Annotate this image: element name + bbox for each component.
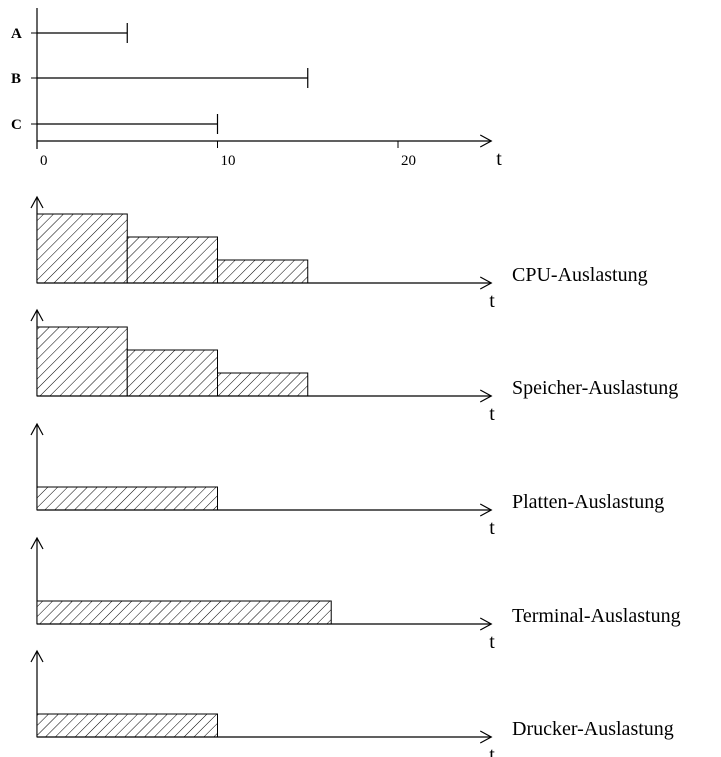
process-label: A <box>11 26 22 42</box>
usage-bar <box>36 486 218 511</box>
usage-x-label: t <box>489 631 495 653</box>
usage-x-label: t <box>489 290 495 312</box>
usage-y-arrow <box>30 195 44 209</box>
usage-bar <box>126 236 218 284</box>
timeline-x-tick-label: 0 <box>40 153 48 169</box>
usage-x-label: t <box>489 517 495 539</box>
usage-y-arrow <box>30 649 44 663</box>
process-label: C <box>11 117 22 133</box>
timeline-x-label: t <box>496 148 502 170</box>
usage-x-label: t <box>489 403 495 425</box>
usage-bar <box>126 349 218 397</box>
usage-x-arrow <box>479 389 493 403</box>
usage-title: Speicher-Auslastung <box>512 377 678 399</box>
usage-x-arrow <box>479 276 493 290</box>
timeline-x-tick-label: 20 <box>401 153 416 169</box>
usage-chart: t Terminal-Auslastung <box>30 536 681 653</box>
usage-y-arrow <box>30 422 44 436</box>
usage-y-arrow <box>30 308 44 322</box>
timeline-x-arrow <box>479 134 493 148</box>
usage-chart: t Drucker-Auslastung <box>30 649 674 757</box>
usage-title: Terminal-Auslastung <box>512 605 681 627</box>
usage-x-arrow <box>479 730 493 744</box>
usage-x-arrow <box>479 503 493 517</box>
usage-y-arrow <box>30 536 44 550</box>
usage-x-arrow <box>479 617 493 631</box>
usage-title: Platten-Auslastung <box>512 491 664 513</box>
usage-x-label: t <box>489 744 495 757</box>
usage-title: CPU-Auslastung <box>512 264 648 286</box>
process-label: B <box>11 71 21 87</box>
usage-bar <box>217 259 309 284</box>
usage-bar <box>36 326 128 397</box>
usage-chart: t CPU-Auslastung <box>30 195 648 312</box>
resource-usage-charts: t CPU-Auslastung t Speicher-Auslastung t Plat… <box>30 195 681 757</box>
usage-chart: t Speicher-Auslastung <box>30 308 678 425</box>
process-timeline-chart: t 0 10 20 A B C <box>11 8 502 170</box>
usage-bar <box>36 213 128 284</box>
usage-bar <box>36 713 218 738</box>
timeline-x-tick-label: 10 <box>221 153 236 169</box>
usage-bar <box>36 600 332 625</box>
usage-title: Drucker-Auslastung <box>512 718 674 740</box>
usage-chart: t Platten-Auslastung <box>30 422 664 539</box>
usage-bar <box>217 372 309 397</box>
